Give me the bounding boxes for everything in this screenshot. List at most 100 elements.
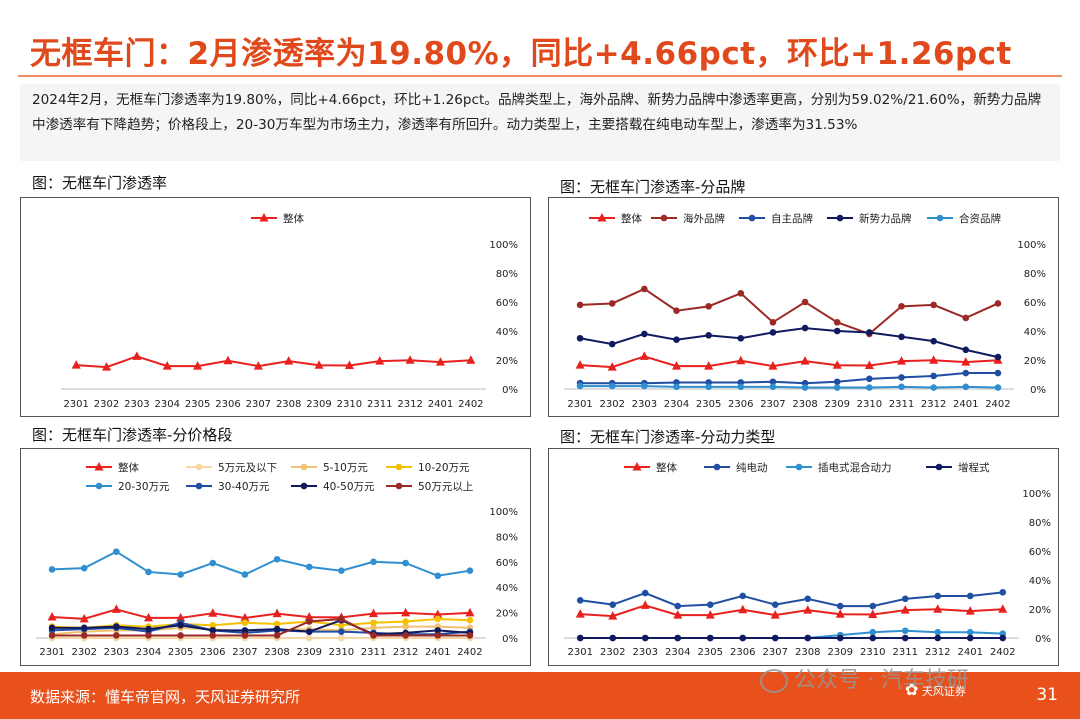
data-point [48, 566, 56, 573]
data-point [80, 624, 88, 632]
data-point [673, 383, 680, 391]
data-point [466, 355, 476, 364]
data-point [998, 604, 1008, 613]
legend-label: 海外品牌 [683, 212, 725, 225]
data-point [966, 634, 974, 642]
data-point [768, 361, 778, 370]
data-point [934, 592, 942, 600]
y-tick-label: 0% [1035, 634, 1051, 645]
data-point [608, 340, 616, 348]
data-point [706, 634, 714, 642]
data-point [48, 624, 56, 632]
data-point [966, 628, 974, 636]
data-point [869, 602, 877, 610]
data-point [338, 615, 345, 623]
data-point [704, 361, 714, 370]
data-point [402, 623, 409, 630]
legend-marker [195, 463, 203, 471]
data-point [994, 369, 1002, 377]
data-point [641, 330, 648, 338]
data-point [576, 382, 584, 390]
data-point [113, 548, 120, 555]
data-point [800, 356, 810, 365]
data-point [994, 353, 1002, 361]
legend-label: 50万元以上 [418, 481, 473, 493]
data-point [177, 622, 184, 629]
data-point [145, 632, 152, 639]
chart-panel-overall: 0% 20% 40% 60% 80% 100% 2301 2302 2303 2304 2305 23… [20, 197, 531, 417]
x-tick-label: 2401 [428, 399, 453, 410]
watermark-text: 公众号 · 汽车技研 [794, 668, 969, 693]
data-point [209, 622, 217, 629]
y-tick-label: 100% [1022, 489, 1051, 500]
x-tick-label: 2310 [337, 399, 362, 410]
data-point [176, 612, 186, 622]
data-point [869, 634, 877, 642]
x-tick-label: 2306 [728, 399, 753, 410]
data-point [804, 634, 812, 642]
legend-label: 整体 [656, 461, 677, 474]
legend-marker [300, 482, 308, 490]
x-tick-label: 2309 [824, 399, 849, 410]
data-point [641, 589, 649, 597]
data-point [79, 613, 89, 623]
x-tick-label: 2306 [215, 399, 240, 410]
data-point [962, 346, 970, 354]
data-point [434, 627, 442, 634]
y-tick-label: 60% [1029, 547, 1051, 558]
data-point [705, 383, 712, 391]
data-point [80, 564, 88, 572]
data-point [930, 372, 937, 380]
legend-marker [259, 213, 269, 222]
data-point [338, 622, 345, 629]
data-point [901, 627, 909, 635]
data-point [193, 361, 203, 370]
x-tick-label: 2306 [730, 647, 755, 658]
legend-label: 插电式混合动力 [818, 461, 892, 474]
company-logo: ✿ 天风证券 [905, 680, 985, 710]
x-tick-label: 2401 [425, 647, 450, 658]
data-point [640, 600, 650, 609]
chart-powertrain: 0% 20% 40% 60% 80% 100% 2301 2302 2303 2304 2305 23… [564, 461, 1051, 658]
y-tick-label: 100% [489, 507, 518, 518]
y-tick-label: 40% [1029, 576, 1051, 587]
x-tick-label: 2309 [828, 647, 853, 658]
legend-label: 整体 [283, 212, 304, 225]
series-line [580, 591, 1003, 608]
data-point [801, 324, 809, 332]
x-tick-label: 2304 [136, 647, 161, 658]
data-point [576, 334, 584, 342]
x-tick-label: 2402 [985, 399, 1010, 410]
data-point [466, 567, 474, 574]
legend-label: 整体 [621, 212, 642, 225]
legend-marker [795, 463, 803, 471]
data-point [370, 558, 377, 566]
logo-text: 天风证券 [921, 685, 966, 698]
data-point [999, 634, 1007, 642]
data-point [71, 360, 81, 369]
chart-brand: 0% 20% 40% 60% 80% 100% 2301 2302 2303 2304 2305 23… [564, 212, 1046, 410]
legend-marker [195, 482, 203, 490]
y-tick-label: 40% [496, 327, 518, 338]
data-point [864, 360, 874, 370]
data-point [739, 634, 747, 642]
y-tick-label: 60% [496, 298, 518, 309]
x-tick-label: 2308 [795, 647, 820, 658]
x-tick-label: 2310 [857, 399, 882, 410]
x-tick-label: 2307 [760, 399, 785, 410]
x-tick-label: 2305 [185, 399, 210, 410]
x-tick-label: 2312 [397, 399, 422, 410]
data-point [898, 303, 905, 310]
legend-label: 10-20万元 [418, 462, 470, 474]
legend-label: 40-50万元 [323, 481, 375, 493]
x-tick-label: 2309 [296, 647, 321, 658]
data-point [223, 355, 233, 365]
y-tick-label: 80% [496, 532, 518, 543]
data-point [576, 301, 584, 309]
y-tick-label: 80% [1024, 269, 1046, 280]
data-point [934, 634, 942, 642]
legend-marker [300, 463, 308, 471]
y-tick-label: 80% [496, 269, 518, 280]
y-tick-label: 40% [1024, 327, 1046, 338]
series-line [580, 355, 998, 369]
